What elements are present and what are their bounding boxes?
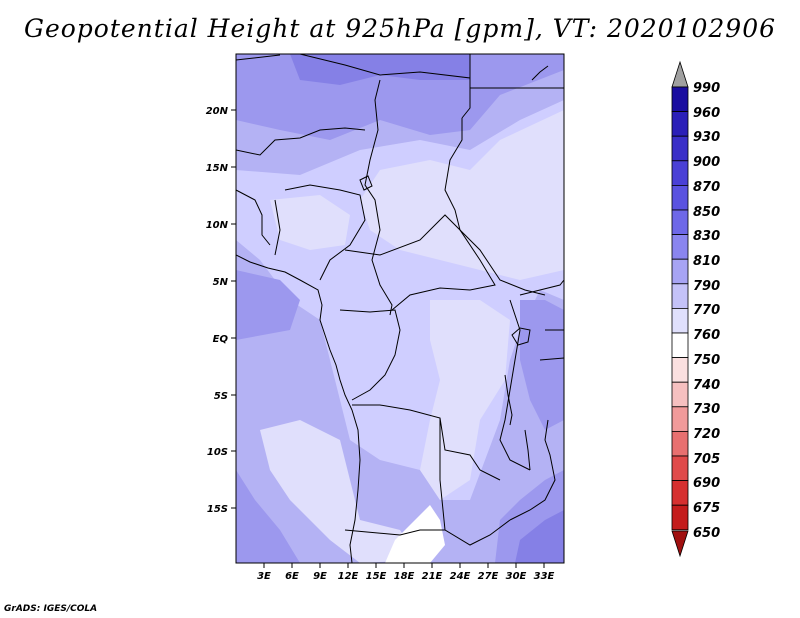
lat-label: 10N bbox=[206, 220, 229, 231]
lat-label: EQ bbox=[213, 334, 229, 345]
field-palest-west bbox=[270, 195, 350, 250]
lon-label: 21E bbox=[422, 571, 443, 582]
map-frame bbox=[235, 53, 565, 564]
colorbar-label: 850 bbox=[693, 205, 720, 220]
lon-label: 6E bbox=[285, 571, 299, 582]
border-chad bbox=[364, 79, 393, 316]
colorbar-label: 705 bbox=[693, 452, 720, 467]
colorbar-boxes bbox=[671, 86, 689, 531]
lon-axis: 3E 6E 9E 12E 15E 18E 21E 24E 27E 30E 33E bbox=[257, 563, 555, 582]
colorbar-box bbox=[671, 234, 689, 260]
colorbar-label: 690 bbox=[693, 476, 720, 491]
field-southeast-darkest bbox=[515, 510, 564, 563]
colorbar-label: 730 bbox=[693, 402, 720, 417]
colorbar-box bbox=[671, 455, 689, 482]
field-palest-south bbox=[260, 420, 420, 563]
border-angola-drc bbox=[352, 404, 501, 481]
colorbar-label: 675 bbox=[693, 501, 720, 516]
colorbar-box bbox=[671, 332, 689, 359]
colorbar-box bbox=[671, 135, 689, 162]
colorbar-box bbox=[671, 111, 689, 137]
border-niger-nigeria bbox=[236, 127, 366, 156]
colorbar-box bbox=[671, 209, 689, 236]
border-congo bbox=[339, 309, 401, 401]
colorbar-bottom-arrow bbox=[671, 530, 689, 558]
lake-malawi bbox=[524, 429, 531, 471]
red-sea-coast bbox=[531, 65, 549, 81]
colorbar-label: 750 bbox=[693, 353, 720, 368]
colorbar-label: 650 bbox=[693, 526, 720, 541]
border-sahara-north bbox=[236, 54, 471, 119]
colorbar-box bbox=[671, 86, 689, 113]
lake-chad bbox=[359, 175, 373, 191]
lat-label: 5S bbox=[214, 391, 228, 402]
colorbar-label: 870 bbox=[693, 180, 720, 195]
lat-label: 15N bbox=[206, 163, 229, 174]
lat-label: 10S bbox=[207, 447, 228, 458]
coastline-west-africa bbox=[236, 254, 361, 563]
lon-label: 12E bbox=[338, 571, 359, 582]
colorbar: 990 960 930 900 870 850 830 810 790 770 … bbox=[671, 60, 720, 558]
colorbar-top-arrow bbox=[671, 60, 689, 88]
lat-label: 15S bbox=[207, 504, 228, 515]
colorbar-box bbox=[671, 307, 689, 334]
field-palest-east bbox=[420, 300, 510, 500]
colorbar-box bbox=[671, 357, 689, 383]
border-mozambique bbox=[509, 419, 556, 521]
colorbar-box bbox=[671, 160, 689, 186]
lon-label: 9E bbox=[313, 571, 327, 582]
colorbar-label: 790 bbox=[693, 279, 720, 294]
lon-label: 3E bbox=[257, 571, 271, 582]
colorbar-label: 990 bbox=[693, 81, 720, 96]
lat-label: 5N bbox=[213, 277, 229, 288]
colorbar-label: 830 bbox=[693, 229, 720, 244]
border-nigeria-cameroon bbox=[284, 184, 366, 281]
colorbar-box bbox=[671, 381, 689, 408]
lat-axis: 20N 15N 10N 5N EQ 5S 10S 15S bbox=[206, 106, 236, 515]
lake-victoria bbox=[511, 327, 531, 346]
colorbar-label: 740 bbox=[693, 378, 720, 393]
lat-label: 20N bbox=[206, 106, 229, 117]
colorbar-label: 720 bbox=[693, 427, 720, 442]
field-southwest-dark bbox=[236, 470, 300, 563]
colorbar-box bbox=[671, 504, 689, 531]
colorbar-label: 930 bbox=[693, 130, 720, 145]
field-gulf-guinea bbox=[236, 270, 300, 340]
field-palest-north bbox=[360, 110, 564, 280]
colorbar-box bbox=[671, 406, 689, 432]
border-sudan bbox=[444, 118, 546, 296]
field-north-darkest bbox=[290, 54, 470, 85]
height-field bbox=[236, 54, 564, 563]
field-east-dark bbox=[520, 300, 564, 430]
figure-title: Geopotential Height at 925hPa [gpm], VT:… bbox=[23, 14, 777, 43]
border-car bbox=[344, 214, 496, 311]
colorbar-box bbox=[671, 258, 689, 285]
boundaries bbox=[236, 54, 564, 563]
lon-label: 24E bbox=[450, 571, 471, 582]
border-namibia bbox=[344, 519, 511, 546]
border-drc-east bbox=[499, 299, 531, 471]
lon-label: 33E bbox=[534, 571, 555, 582]
lon-label: 15E bbox=[366, 571, 387, 582]
lon-label: 30E bbox=[506, 571, 527, 582]
colorbar-label: 810 bbox=[693, 254, 720, 269]
colorbar-box bbox=[671, 184, 689, 211]
border-west-africa bbox=[236, 189, 281, 256]
lon-label: 27E bbox=[478, 571, 499, 582]
credit-text: GrADS: IGES/COLA bbox=[4, 604, 98, 614]
field-white-south bbox=[385, 505, 445, 563]
lon-label: 18E bbox=[394, 571, 415, 582]
border-east-africa bbox=[519, 279, 564, 361]
colorbar-box bbox=[671, 283, 689, 309]
colorbar-label: 760 bbox=[693, 328, 720, 343]
lake-tanganyika bbox=[504, 374, 513, 426]
colorbar-label: 770 bbox=[693, 303, 720, 318]
colorbar-label: 960 bbox=[693, 106, 720, 121]
colorbar-box bbox=[671, 430, 689, 457]
colorbar-label: 900 bbox=[693, 155, 720, 170]
border-libya-egypt bbox=[469, 54, 564, 89]
colorbar-box bbox=[671, 480, 689, 506]
